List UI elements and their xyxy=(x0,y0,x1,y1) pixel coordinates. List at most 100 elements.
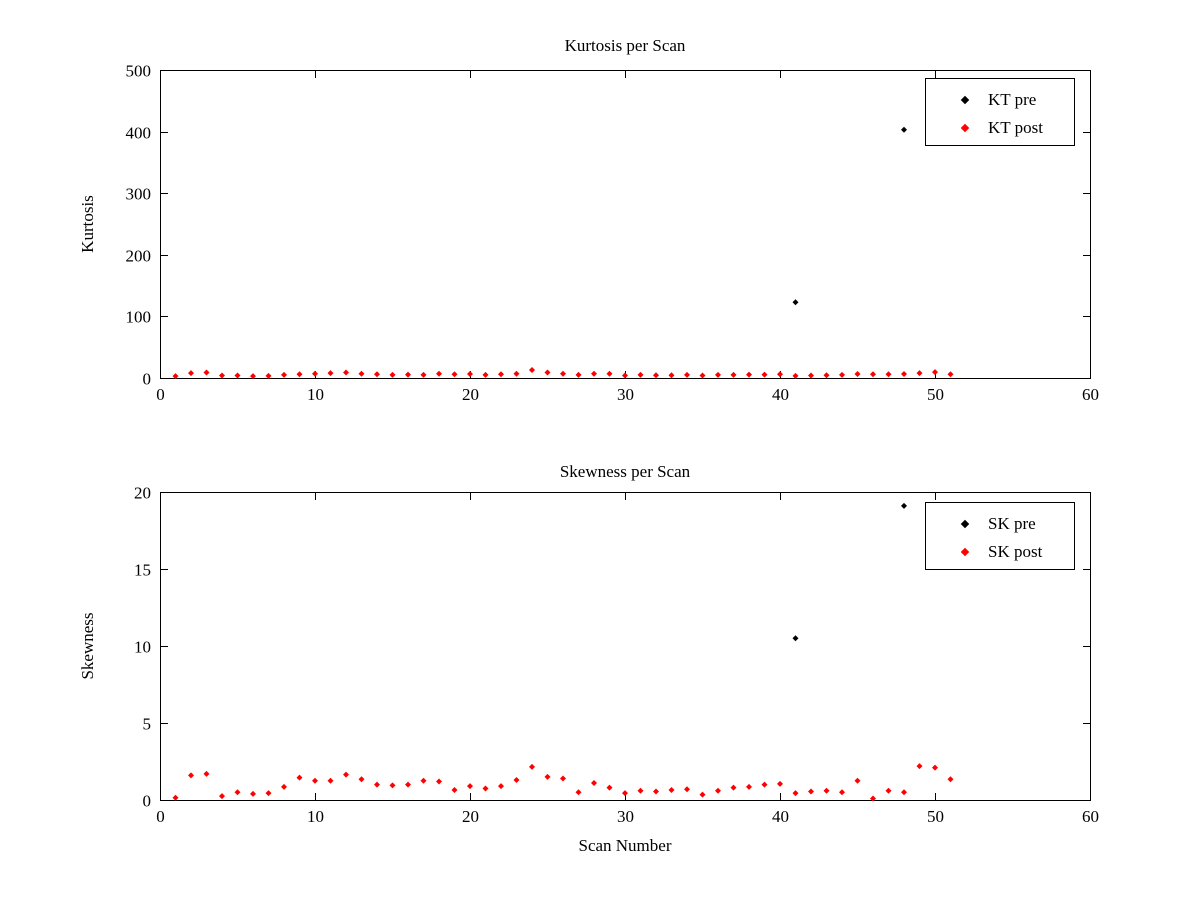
legend-entry-kt-post: KT post xyxy=(926,115,1074,141)
data-point xyxy=(358,776,365,783)
data-point xyxy=(498,783,504,790)
data-point xyxy=(637,371,644,378)
data-point xyxy=(901,126,907,133)
y-tick-label: 500 xyxy=(126,62,152,81)
legend-label-sk-post: SK post xyxy=(988,542,1043,561)
data-point xyxy=(451,786,458,793)
x-tick-label: 60 xyxy=(1082,807,1099,826)
data-point xyxy=(730,784,737,791)
data-point xyxy=(529,763,535,770)
data-point xyxy=(839,371,845,378)
axis-box xyxy=(160,492,1091,801)
data-point xyxy=(761,781,768,788)
data-point xyxy=(312,370,318,377)
data-point xyxy=(870,795,876,802)
data-point xyxy=(405,781,411,788)
data-point xyxy=(234,372,241,379)
data-point xyxy=(296,774,303,781)
data-point xyxy=(265,790,272,797)
data-point xyxy=(529,366,535,373)
data-point xyxy=(637,787,644,794)
y-tick-label: 10 xyxy=(134,638,151,657)
data-point xyxy=(901,370,907,377)
legend-label-sk-pre: SK pre xyxy=(988,514,1036,533)
data-point xyxy=(188,370,194,377)
data-point xyxy=(451,371,458,378)
data-point xyxy=(622,790,628,797)
data-point xyxy=(792,372,799,379)
data-point xyxy=(746,783,752,790)
data-point xyxy=(606,370,613,377)
data-point xyxy=(374,781,380,788)
skewness-legend: SK pre SK post xyxy=(925,502,1075,570)
data-point xyxy=(932,764,938,771)
data-point xyxy=(560,775,566,782)
x-tick-label: 60 xyxy=(1082,385,1099,404)
skewness-y-axis-label: Skewness xyxy=(78,612,97,680)
data-point xyxy=(839,789,845,796)
data-point xyxy=(250,373,256,380)
data-point xyxy=(544,369,551,376)
data-point xyxy=(653,372,659,379)
data-point xyxy=(668,786,675,793)
sk-pre-marker-icon xyxy=(960,519,970,529)
data-point xyxy=(172,794,179,801)
data-point xyxy=(870,371,876,378)
data-point xyxy=(808,788,814,795)
data-point xyxy=(777,780,783,787)
kt-post-marker-icon xyxy=(960,123,970,133)
y-tick-label: 0 xyxy=(143,370,152,389)
data-point xyxy=(560,370,566,377)
x-tick-label: 50 xyxy=(927,385,944,404)
data-point xyxy=(265,372,272,379)
data-point xyxy=(715,371,721,378)
y-tick-label: 200 xyxy=(126,247,152,266)
data-point xyxy=(327,370,334,377)
data-point xyxy=(792,299,799,306)
data-point xyxy=(281,783,287,790)
data-point xyxy=(854,370,861,377)
data-point xyxy=(498,371,504,378)
data-point xyxy=(575,789,582,796)
data-point xyxy=(730,371,737,378)
data-point xyxy=(684,786,690,793)
data-point xyxy=(575,371,582,378)
data-point xyxy=(622,372,628,379)
data-point xyxy=(746,371,752,378)
y-tick-label: 400 xyxy=(126,124,152,143)
data-point xyxy=(885,787,892,794)
x-tick-label: 0 xyxy=(156,385,165,404)
data-point xyxy=(420,777,427,784)
data-point xyxy=(203,770,210,777)
legend-entry-sk-pre: SK pre xyxy=(926,511,1074,537)
kurtosis-chart-title: Kurtosis per Scan xyxy=(564,36,686,55)
data-point xyxy=(761,371,768,378)
data-point xyxy=(343,369,349,376)
data-point xyxy=(684,371,690,378)
data-point xyxy=(823,372,830,379)
data-point xyxy=(281,371,287,378)
skewness-x-axis-label: Scan Number xyxy=(578,836,672,855)
data-point xyxy=(172,373,179,380)
sk-post-marker-icon xyxy=(960,547,970,557)
legend-label-kt-pre: KT pre xyxy=(988,90,1037,109)
y-tick-label: 300 xyxy=(126,185,152,204)
data-point xyxy=(544,773,551,780)
data-point xyxy=(219,793,225,800)
x-tick-label: 30 xyxy=(617,807,634,826)
legend-entry-kt-pre: KT pre xyxy=(926,87,1074,113)
data-point xyxy=(715,787,721,794)
data-point xyxy=(808,372,814,379)
x-tick-label: 20 xyxy=(462,385,479,404)
data-point xyxy=(885,371,892,378)
data-point xyxy=(343,771,349,778)
x-tick-label: 30 xyxy=(617,385,634,404)
y-tick-label: 20 xyxy=(134,484,151,503)
data-point xyxy=(513,370,520,377)
y-tick-label: 0 xyxy=(143,792,152,811)
data-point xyxy=(668,372,675,379)
data-point xyxy=(467,783,473,790)
y-tick-label: 100 xyxy=(126,308,152,327)
data-point xyxy=(405,371,411,378)
skewness-chart-title: Skewness per Scan xyxy=(559,462,691,481)
